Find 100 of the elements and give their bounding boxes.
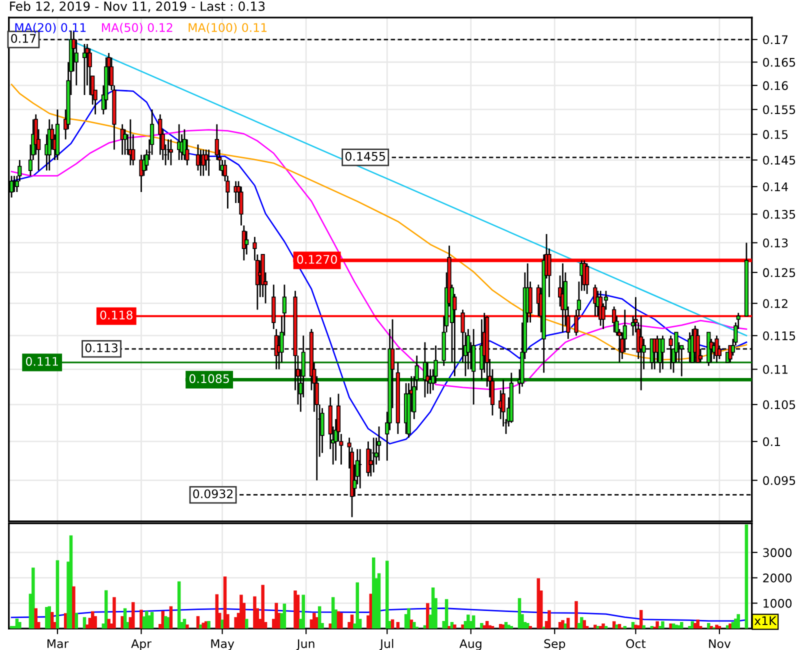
bar bbox=[240, 594, 243, 629]
x-tick-label: Aug bbox=[459, 639, 482, 650]
bar bbox=[661, 621, 664, 629]
y-tick-label: 3000 bbox=[763, 548, 792, 558]
bar bbox=[245, 618, 248, 629]
bar bbox=[744, 524, 748, 629]
bar bbox=[602, 623, 605, 629]
bar bbox=[169, 606, 173, 629]
candlestick bbox=[366, 440, 370, 478]
bar bbox=[736, 614, 740, 629]
y-tick-label: 0.135 bbox=[763, 210, 796, 219]
bar bbox=[510, 626, 514, 629]
bar bbox=[45, 606, 48, 629]
ref-line-label: 0.0932 bbox=[193, 489, 233, 498]
bar bbox=[710, 626, 713, 629]
y-tick-label: 0.12 bbox=[763, 299, 788, 308]
candlestick bbox=[639, 315, 644, 391]
bar bbox=[715, 624, 718, 629]
bar bbox=[294, 590, 297, 629]
bar bbox=[444, 599, 448, 629]
y-tick-label: 0.13 bbox=[763, 238, 788, 248]
candlestick bbox=[585, 262, 590, 295]
bar bbox=[56, 560, 60, 629]
ref-line-label: 0.113 bbox=[85, 343, 118, 352]
bar bbox=[177, 581, 181, 629]
bar bbox=[561, 620, 564, 629]
ref-line-label: 0.1085 bbox=[189, 374, 229, 384]
candlestick bbox=[660, 334, 665, 370]
bar bbox=[120, 616, 124, 629]
x-tick-label: Sep bbox=[544, 639, 566, 650]
x-tick-label: Oct bbox=[626, 639, 646, 648]
y-tick-label: 0.105 bbox=[763, 400, 796, 410]
bar bbox=[396, 622, 400, 629]
bar bbox=[166, 617, 170, 629]
bar bbox=[669, 623, 672, 629]
ref-line-label: 0.1455 bbox=[345, 152, 385, 161]
ref-line-label: 0.118 bbox=[100, 310, 132, 320]
bar bbox=[32, 568, 35, 629]
bar bbox=[634, 624, 638, 629]
bar bbox=[74, 612, 78, 629]
bar bbox=[302, 594, 305, 629]
bar bbox=[207, 620, 210, 629]
line-series bbox=[10, 89, 748, 444]
bar bbox=[642, 625, 646, 629]
bar bbox=[582, 620, 586, 629]
bar bbox=[72, 586, 76, 629]
bar bbox=[502, 624, 505, 629]
x-tick-label: Nov bbox=[709, 639, 731, 648]
bar bbox=[261, 584, 264, 629]
bar bbox=[696, 620, 700, 629]
bar bbox=[718, 626, 722, 629]
bar bbox=[566, 618, 570, 629]
bar bbox=[140, 610, 143, 629]
ref-line-label: 0.111 bbox=[26, 356, 58, 366]
bar bbox=[390, 619, 394, 629]
bar bbox=[728, 623, 732, 629]
bar bbox=[385, 560, 389, 629]
bar bbox=[274, 602, 278, 629]
bar bbox=[574, 601, 578, 629]
y-tick-label: 0.115 bbox=[763, 331, 796, 340]
bar bbox=[234, 617, 238, 629]
bar bbox=[707, 622, 710, 629]
candlestick bbox=[320, 407, 324, 454]
y-tick-label: 0.165 bbox=[763, 58, 796, 67]
chart-title: Feb 12, 2019 - Nov 11, 2019 - Last : 0.13 bbox=[10, 1, 265, 12]
bar bbox=[623, 626, 627, 629]
bar bbox=[412, 622, 416, 629]
ref-line-label: 0.17 bbox=[11, 34, 36, 43]
bar bbox=[448, 626, 451, 629]
bar bbox=[407, 608, 410, 629]
bar bbox=[639, 610, 643, 629]
x-tick-label: Apr bbox=[131, 639, 152, 650]
x-tick-label: Jun bbox=[296, 639, 314, 650]
bar bbox=[282, 604, 286, 629]
bar bbox=[453, 624, 456, 629]
bar bbox=[466, 614, 470, 629]
bar bbox=[528, 626, 532, 629]
x-tick-label: May bbox=[211, 639, 234, 650]
candlestick bbox=[612, 306, 616, 334]
y-tick-label: 1000 bbox=[764, 598, 792, 608]
ref-line-label: 0.1270 bbox=[297, 254, 337, 264]
bar bbox=[253, 596, 256, 629]
bar bbox=[132, 602, 135, 629]
text: MA(100) 0.11 bbox=[188, 22, 267, 34]
bar bbox=[199, 624, 202, 629]
bar bbox=[150, 612, 154, 629]
bar bbox=[340, 612, 343, 629]
bar bbox=[680, 622, 684, 629]
bar bbox=[594, 624, 597, 629]
line-series bbox=[10, 608, 748, 622]
text: MA(50) 0.12 bbox=[102, 22, 172, 34]
y-tick-label: 0.14 bbox=[763, 182, 788, 192]
bar bbox=[107, 618, 110, 629]
bar bbox=[377, 573, 381, 629]
bar bbox=[656, 621, 659, 629]
y-axis-title: x1K bbox=[754, 616, 777, 626]
y-tick-label: 0.145 bbox=[763, 156, 796, 165]
y-tick-label: 0.15 bbox=[763, 130, 788, 139]
bar bbox=[18, 622, 22, 629]
y-tick-label: 0.095 bbox=[763, 476, 796, 485]
